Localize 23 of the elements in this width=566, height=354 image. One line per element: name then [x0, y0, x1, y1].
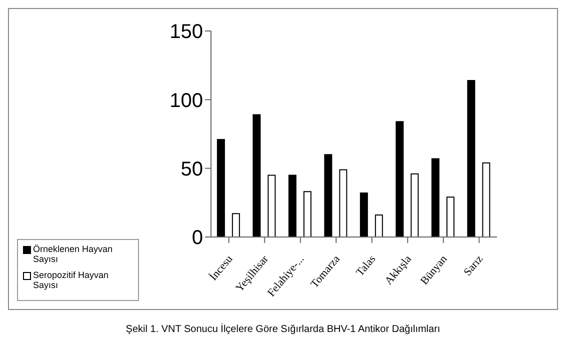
- bar: [446, 196, 454, 237]
- bar: [482, 162, 490, 237]
- bar: [232, 213, 240, 237]
- y-tick-label: 150: [170, 21, 203, 44]
- bar: [324, 154, 332, 237]
- bar: [467, 80, 476, 237]
- bar: [216, 138, 225, 237]
- legend-label: Örneklenen Hayvan Sayısı: [33, 244, 114, 264]
- bar: [396, 121, 404, 237]
- legend-label: Seropozitif Hayvan Sayısı: [33, 270, 110, 290]
- bar: [374, 214, 383, 237]
- bar: [360, 192, 368, 237]
- bar: [410, 173, 419, 237]
- text: Şekil 1. VNT Sonucu İlçelere Göre Sığırlarda BHV-1 Antikor Dağılımları: [124, 324, 442, 335]
- bar: [288, 174, 296, 237]
- bar: [252, 114, 261, 237]
- y-tick-label: 0: [192, 227, 203, 250]
- y-tick-label: 50: [180, 158, 203, 180]
- bar: [339, 169, 348, 237]
- bar: [431, 158, 440, 237]
- bar: [268, 174, 276, 237]
- y-tick-label: 100: [170, 90, 203, 112]
- bar: [303, 191, 312, 237]
